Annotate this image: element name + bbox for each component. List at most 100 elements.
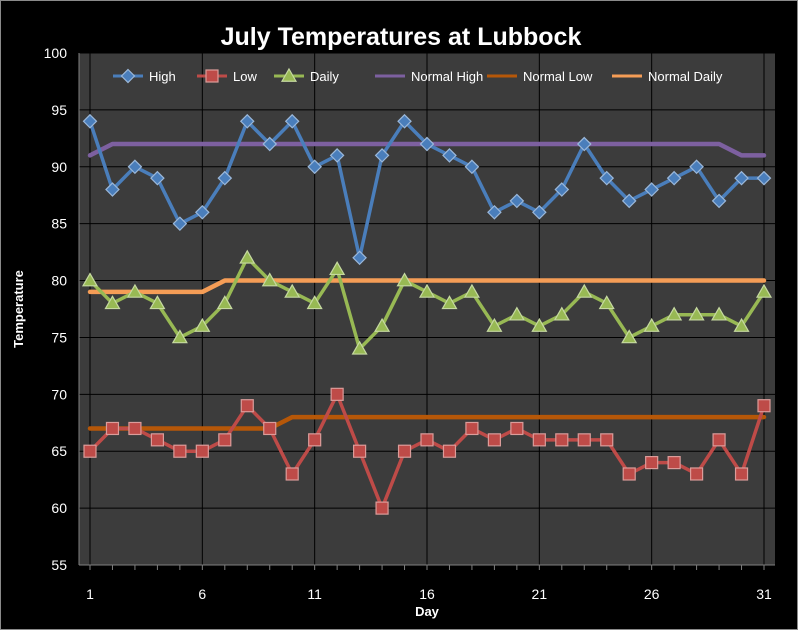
data-point (352, 250, 367, 266)
y-tick-label: 60 (51, 500, 67, 516)
y-tick-label: 75 (51, 329, 67, 345)
series-daily (81, 249, 773, 355)
data-point (442, 444, 457, 458)
data-point (487, 204, 502, 220)
series-line (87, 414, 767, 431)
data-point (555, 433, 569, 447)
data-point (734, 467, 749, 481)
x-tick-label: 11 (307, 586, 322, 602)
data-point (577, 433, 591, 447)
y-tick-label: 95 (51, 102, 67, 118)
data-point (600, 433, 614, 447)
data-point (599, 170, 615, 186)
legend-label: Normal High (411, 69, 483, 84)
data-point (239, 249, 256, 264)
data-point (195, 444, 209, 458)
data-point (217, 170, 233, 186)
data-point (464, 159, 480, 175)
y-tick-label: 65 (51, 443, 67, 459)
data-point (420, 433, 434, 447)
data-point (351, 340, 368, 355)
data-point (284, 113, 300, 129)
data-point (757, 399, 771, 413)
series-high (82, 113, 772, 266)
data-point (712, 433, 726, 447)
series-line (87, 278, 767, 295)
data-point (711, 306, 728, 321)
data-point (105, 182, 120, 197)
series-normal-daily (87, 278, 767, 295)
y-tick-label: 70 (51, 386, 67, 402)
x-tick-label: 31 (756, 586, 772, 602)
data-point (307, 159, 323, 175)
data-point (644, 182, 660, 197)
data-point (397, 113, 412, 129)
data-point (486, 317, 503, 332)
data-point (442, 148, 457, 163)
legend: High Low Daily Normal High Normal Low Normal … (113, 67, 723, 84)
data-point (733, 317, 750, 332)
data-point (239, 113, 255, 129)
data-point (83, 444, 97, 458)
data-point (194, 204, 210, 220)
series-normal-low (87, 414, 767, 431)
data-point (734, 170, 749, 186)
data-point (149, 295, 166, 310)
y-tick-label: 55 (51, 557, 67, 573)
data-point (353, 444, 367, 458)
data-point (82, 113, 98, 129)
data-point (194, 317, 211, 332)
x-tick-label: 26 (644, 586, 660, 602)
data-point (487, 433, 501, 447)
legend-label: Normal Daily (648, 69, 723, 84)
x-tick-label: 1 (86, 586, 94, 602)
y-tick-label: 100 (44, 45, 68, 61)
legend-marker (120, 68, 136, 84)
data-point (330, 387, 344, 401)
legend-entry: Low (197, 69, 257, 84)
data-point (554, 182, 570, 197)
data-point (218, 433, 232, 447)
data-point (465, 421, 479, 436)
data-point (374, 317, 391, 332)
data-point (643, 317, 660, 332)
data-point (329, 148, 345, 163)
legend-entry: High (113, 68, 176, 84)
data-point (576, 283, 593, 298)
y-tick-label: 85 (51, 216, 67, 232)
legend-entry: Daily (274, 67, 339, 84)
data-point (441, 295, 458, 310)
data-point (105, 421, 120, 436)
data-point (689, 467, 704, 481)
data-point (216, 295, 233, 310)
data-point (262, 136, 278, 152)
data-point (621, 193, 637, 209)
data-point (510, 421, 524, 436)
data-point (150, 170, 165, 186)
data-point (463, 283, 480, 298)
data-point (553, 306, 570, 321)
data-point (127, 159, 143, 175)
series-low (83, 387, 771, 515)
data-point (689, 159, 704, 175)
data-point (666, 170, 682, 186)
legend-entry: Normal High (375, 69, 483, 84)
data-point (81, 272, 99, 287)
x-tick-label: 16 (419, 586, 435, 602)
data-point (621, 329, 638, 344)
data-point (240, 399, 254, 413)
legend-label: High (149, 69, 176, 84)
data-point (171, 329, 188, 344)
legend-label: Normal Low (523, 69, 593, 84)
data-point (104, 295, 121, 310)
data-point (531, 204, 547, 220)
x-tick-label: 21 (532, 586, 548, 602)
data-point (419, 136, 435, 152)
data-point (261, 272, 278, 287)
data-point (755, 283, 773, 298)
y-axis-title: Temperature (11, 270, 26, 348)
y-tick-label: 80 (51, 273, 67, 289)
data-point (666, 306, 683, 321)
data-point (263, 421, 277, 436)
